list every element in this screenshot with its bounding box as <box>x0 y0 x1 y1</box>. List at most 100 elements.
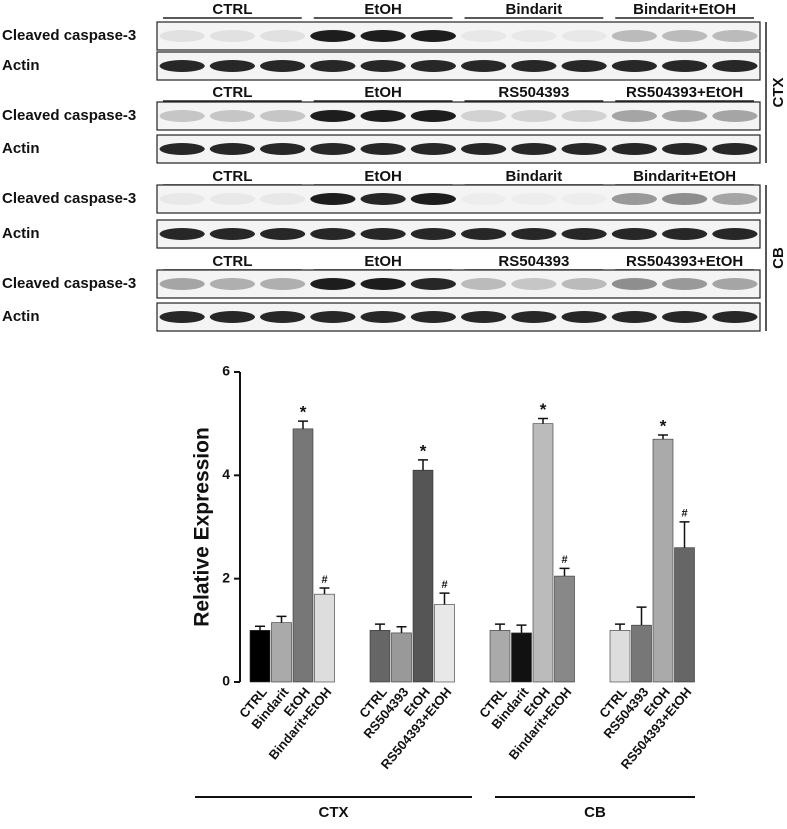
band <box>410 60 456 72</box>
error-bar <box>636 606 647 626</box>
band <box>662 278 708 290</box>
error-bar <box>319 587 330 595</box>
significance-mark: * <box>300 403 307 422</box>
band <box>310 110 356 122</box>
error-bar <box>538 417 548 424</box>
group-label: CTX <box>319 804 349 821</box>
bar <box>609 630 631 683</box>
band <box>159 60 205 72</box>
lane-header: Bindarit+EtOH <box>633 1 736 18</box>
band <box>461 30 507 42</box>
band <box>712 30 758 42</box>
band <box>260 311 306 323</box>
row-label: Cleaved caspase-3 <box>2 190 136 207</box>
band <box>662 193 708 205</box>
band <box>360 193 406 205</box>
blot-box <box>156 269 761 299</box>
band <box>511 311 557 323</box>
error-bar <box>559 567 570 577</box>
band <box>310 311 356 323</box>
band <box>260 228 306 240</box>
band <box>360 30 406 42</box>
y-tick-label: 2 <box>222 569 230 585</box>
band <box>561 143 607 155</box>
row-label: Actin <box>2 308 40 325</box>
band <box>360 143 406 155</box>
significance-mark: * <box>540 400 547 419</box>
band <box>410 228 456 240</box>
band <box>310 228 356 240</box>
band <box>712 228 758 240</box>
lane-header: RS504393+EtOH <box>626 253 743 270</box>
band <box>159 110 205 122</box>
band <box>209 30 255 42</box>
band <box>260 278 306 290</box>
band <box>461 193 506 205</box>
band <box>360 311 406 323</box>
significance-mark: * <box>420 441 427 460</box>
band <box>209 311 255 323</box>
error-bar <box>418 459 428 471</box>
band <box>712 60 758 72</box>
band <box>461 143 507 155</box>
lane-header: RS504393+EtOH <box>626 84 743 101</box>
bar <box>554 575 575 683</box>
group-label: CB <box>584 804 606 821</box>
row-label: Actin <box>2 57 40 74</box>
band <box>511 110 557 122</box>
band <box>410 278 456 290</box>
error-bar <box>516 624 527 633</box>
significance-mark: # <box>321 574 327 586</box>
significance-mark: # <box>561 554 567 566</box>
row-label: Cleaved caspase-3 <box>2 27 136 44</box>
significance-mark: # <box>681 508 687 520</box>
band <box>410 110 456 122</box>
lane-header: CTRL <box>212 84 252 101</box>
lane-header: EtOH <box>364 253 402 270</box>
band <box>611 143 657 155</box>
band <box>662 143 708 155</box>
band <box>562 193 607 205</box>
blot-box <box>156 51 761 81</box>
bar <box>292 428 314 683</box>
blot-box <box>156 134 761 164</box>
bar <box>489 630 511 683</box>
band <box>260 143 306 155</box>
band <box>209 278 255 290</box>
tissue-label: CB <box>770 247 787 269</box>
band <box>611 110 657 122</box>
band <box>561 228 607 240</box>
y-tick-label: 6 <box>222 363 230 379</box>
band <box>712 278 758 290</box>
band <box>611 30 657 42</box>
row-label: Cleaved caspase-3 <box>2 107 136 124</box>
lane-header: Bindarit <box>506 168 563 185</box>
lane-header: RS504393 <box>498 253 569 270</box>
band <box>511 143 557 155</box>
bar <box>631 624 652 683</box>
band <box>310 30 356 42</box>
lane-header: CTRL <box>212 253 252 270</box>
band <box>360 60 406 72</box>
error-bar <box>298 420 308 429</box>
band <box>611 278 657 290</box>
lane-header: CTRL <box>212 168 252 185</box>
band <box>712 193 758 205</box>
blot-box <box>156 302 761 332</box>
bar <box>314 593 335 683</box>
lane-header: EtOH <box>364 84 402 101</box>
error-bar <box>439 592 450 605</box>
band <box>159 143 205 155</box>
band <box>511 278 557 290</box>
band <box>260 193 306 205</box>
lane-header: Bindarit+EtOH <box>633 168 736 185</box>
error-bar <box>495 623 505 631</box>
band <box>461 228 507 240</box>
band <box>159 30 205 42</box>
band <box>260 110 306 122</box>
blot-box <box>156 21 761 51</box>
band <box>159 193 205 205</box>
band <box>662 110 708 122</box>
band <box>662 311 708 323</box>
bar <box>249 630 271 683</box>
